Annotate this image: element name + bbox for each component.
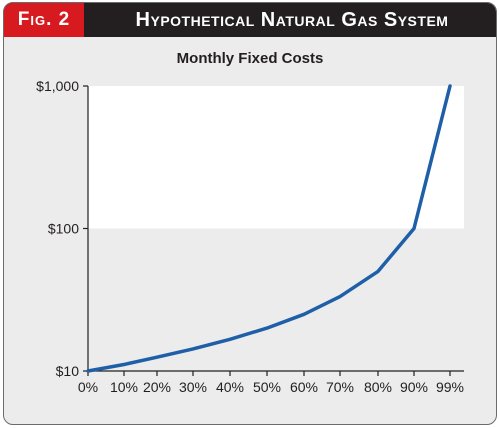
y-tick-label: $1,000	[36, 78, 79, 94]
figure-header: Fig. 2 Hypothetical Natural Gas System	[4, 3, 496, 37]
x-tick-label: 60%	[290, 379, 318, 395]
y-tick-label: $10	[56, 363, 80, 379]
x-tick-label: 20%	[143, 379, 171, 395]
x-tick-label: 0%	[78, 379, 98, 395]
x-tick-label: 40%	[216, 379, 244, 395]
figure-label: Fig. 2	[4, 3, 84, 37]
x-tick-label: 30%	[179, 379, 207, 395]
chart-title: Monthly Fixed Costs	[176, 50, 324, 67]
x-tick-label: 10%	[110, 379, 138, 395]
figure-title: Hypothetical Natural Gas System	[135, 9, 449, 31]
shaded-band	[88, 86, 464, 229]
series-line	[86, 84, 452, 373]
x-tick-label: 50%	[253, 379, 281, 395]
x-tick-label: 90%	[400, 379, 428, 395]
x-tick-label: 70%	[326, 379, 354, 395]
x-tick-label: 80%	[364, 379, 392, 395]
x-tick-label: 99%	[436, 379, 464, 395]
y-tick-label: $100	[48, 221, 79, 237]
